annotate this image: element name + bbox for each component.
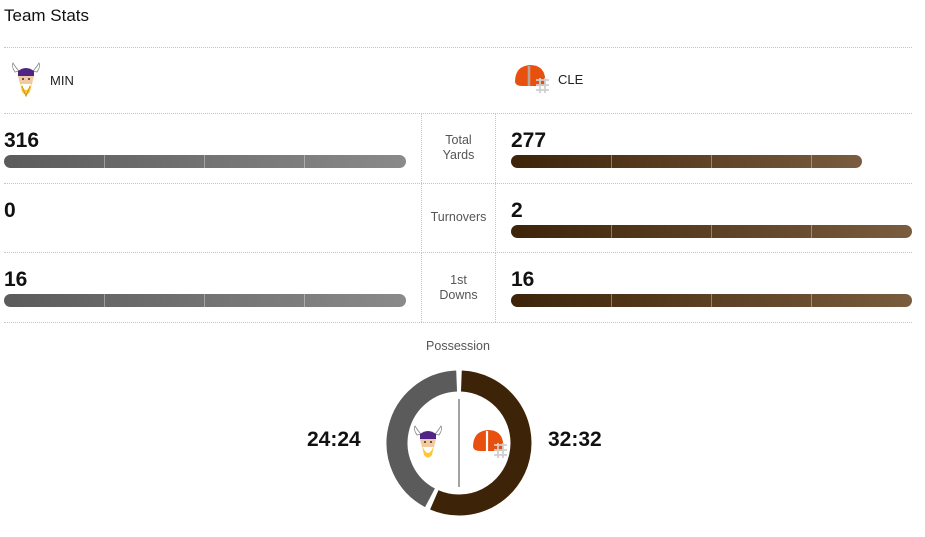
team-header-min: MIN: [10, 62, 74, 98]
stat-value-cle: 2: [511, 199, 523, 222]
stat-value-min: 16: [4, 268, 28, 291]
stat-row-total-yards: 316 Total Yards 277: [0, 114, 925, 183]
possession-donut: [386, 370, 532, 516]
stat-value-cle: 277: [511, 129, 547, 152]
divider: [4, 322, 912, 323]
possession-arc-cle: [430, 370, 532, 516]
stat-label: Turnovers: [430, 210, 487, 224]
team-abbr-min: MIN: [50, 72, 74, 88]
stat-label: Total Yards: [442, 133, 475, 162]
team-abbr-cle: CLE: [558, 71, 584, 87]
divider: [4, 47, 912, 48]
stat-bar-cle: [511, 294, 912, 307]
stat-bar-cle: [511, 155, 862, 168]
vikings-logo-icon: [11, 62, 41, 98]
stat-bar-min: [4, 294, 406, 307]
divider: [4, 113, 912, 114]
browns-helmet-icon: [473, 430, 507, 458]
possession-label: Possession: [426, 339, 490, 353]
possession-arc-min: [386, 370, 458, 508]
possession-time-cle: 32:32: [548, 428, 602, 451]
divider: [4, 183, 912, 184]
stat-row-first-downs: 16 1st Downs 16: [0, 253, 925, 322]
stat-bar-min: [4, 155, 406, 168]
stat-value-cle: 16: [511, 268, 535, 291]
team-header-cle: CLE: [512, 62, 583, 96]
vikings-logo-icon: [413, 425, 443, 458]
divider: [4, 252, 912, 253]
stat-value-min: 0: [4, 199, 16, 222]
possession-time-min: 24:24: [307, 428, 361, 451]
stat-value-min: 316: [4, 129, 40, 152]
stat-row-turnovers: 0 Turnovers 2: [0, 184, 925, 253]
team-stats-title: Team Stats: [4, 6, 90, 25]
stat-label: 1st Downs: [439, 273, 478, 302]
browns-helmet-icon: [515, 65, 549, 93]
stat-bar-cle: [511, 225, 912, 238]
